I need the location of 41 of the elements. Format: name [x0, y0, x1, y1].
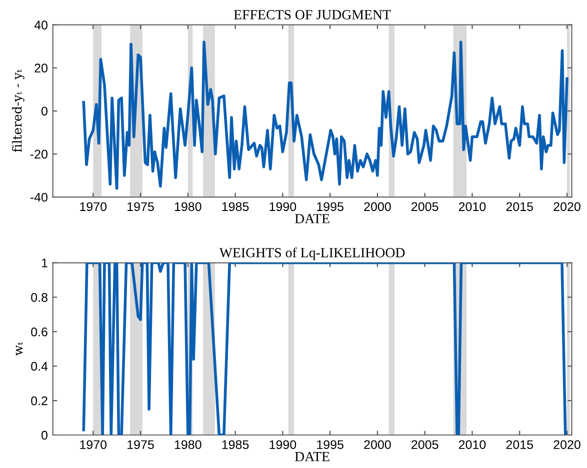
x-tick-label: 2015	[506, 202, 533, 212]
line-series	[82, 262, 567, 436]
y-tick-label: 1	[42, 258, 48, 268]
x-tick-label: 1995	[317, 202, 344, 212]
x-tick-label: 1975	[128, 202, 154, 212]
x-axis-title: DATE	[294, 452, 330, 462]
x-tick-label: 2010	[458, 202, 486, 212]
y-tick-label: -20	[30, 150, 48, 159]
y-tick-label: 0.2	[31, 396, 48, 406]
y-tick-label: -40	[30, 192, 48, 202]
x-tick-label: 1970	[80, 440, 107, 450]
x-tick-label: 2000	[364, 440, 391, 450]
y-tick-label: 0	[42, 106, 48, 116]
x-tick-label: 1985	[222, 202, 249, 212]
x-tick-label: 2020	[554, 440, 580, 450]
x-tick-label: 1990	[270, 202, 296, 212]
x-tick-label: 2005	[412, 440, 438, 450]
chart-title: WEIGHTS of Lq-LIKELIHOOD	[219, 247, 405, 260]
line-series	[82, 40, 568, 190]
x-tick-label: 1995	[317, 440, 344, 450]
x-tick-label: 1975	[128, 440, 154, 450]
x-tick-label: 1985	[222, 440, 249, 450]
x-tick-label: 1980	[174, 440, 202, 450]
y-tick-label: 20	[34, 64, 48, 73]
x-tick-label: 2005	[412, 202, 438, 212]
x-tick-label: 2000	[364, 202, 391, 212]
chart-title: EFFECTS OF JUDGMENT	[234, 10, 391, 20]
y-tick-label: 40	[34, 20, 48, 30]
x-tick-label: 2020	[554, 202, 580, 212]
x-axis-title: DATE	[294, 214, 330, 224]
y-tick-label: 0.8	[31, 293, 48, 302]
x-tick-label: 2015	[506, 440, 533, 450]
x-tick-label: 2010	[458, 440, 486, 450]
y-axis-title: wₜ	[16, 342, 23, 356]
x-tick-label: 1990	[270, 440, 296, 450]
x-tick-label: 1970	[80, 202, 107, 212]
x-tick-label: 1980	[174, 202, 202, 212]
y-tick-label: 0	[42, 430, 48, 440]
y-tick-label: 0.6	[31, 327, 48, 336]
y-tick-label: 0.4	[31, 362, 48, 371]
y-axis-title: filtered-yₜ - yₜ	[12, 69, 24, 152]
